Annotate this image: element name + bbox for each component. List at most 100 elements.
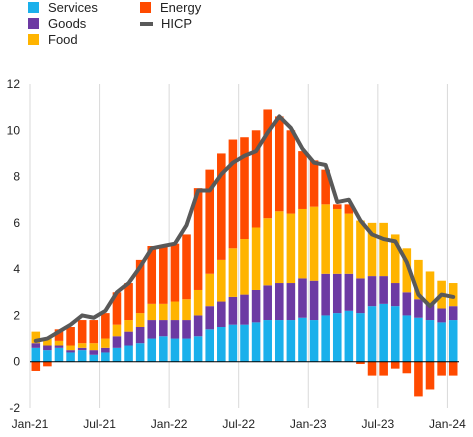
bar-food	[274, 211, 284, 284]
bar-goods	[367, 276, 377, 307]
legend-label-energy: Energy	[160, 0, 202, 15]
bar-goods	[182, 320, 191, 339]
bar-goods	[321, 273, 330, 316]
y-tick-label: 0	[13, 355, 20, 369]
bar-services	[448, 320, 458, 362]
legend-item-energy: Energy	[140, 0, 201, 15]
bar-food	[205, 273, 215, 307]
bar-goods	[205, 306, 215, 330]
bar-food	[43, 338, 52, 346]
bar-services	[344, 310, 354, 362]
bar-services	[170, 338, 180, 362]
bar-services	[217, 327, 226, 362]
bar-energy	[89, 320, 99, 344]
bar-energy	[298, 151, 307, 209]
bar-goods	[437, 308, 446, 323]
bar-energy	[77, 320, 87, 344]
bar-goods	[31, 343, 41, 348]
legend-label-goods: Goods	[48, 16, 87, 31]
bar-services	[286, 320, 296, 362]
bar-services	[159, 336, 168, 362]
bar-energy	[367, 361, 377, 376]
bar-goods	[332, 273, 342, 314]
bar-food	[251, 227, 261, 290]
y-tick-label: 8	[13, 170, 20, 184]
bar-food	[147, 303, 157, 321]
bar-food	[170, 301, 180, 321]
bar-goods	[414, 299, 423, 318]
bar-energy	[112, 292, 122, 325]
bar-goods	[309, 280, 319, 321]
bar-energy	[228, 139, 238, 249]
bar-services	[263, 320, 272, 362]
legend-item-hicp: HICP	[140, 16, 192, 31]
bar-goods	[193, 315, 203, 337]
bar-services	[31, 347, 41, 362]
bar-energy	[263, 109, 272, 219]
bar-goods	[228, 296, 238, 325]
bar-food	[390, 234, 400, 284]
bar-energy	[379, 361, 388, 376]
bar-food	[344, 213, 354, 274]
bar-services	[77, 350, 87, 362]
bar-energy	[147, 246, 157, 304]
bar-food	[286, 213, 296, 284]
bar-goods	[251, 289, 261, 323]
bar-goods	[112, 336, 122, 348]
hicp-line-layer	[33, 114, 456, 343]
x-tick-label: Jan-24	[429, 417, 466, 431]
bar-food	[309, 206, 319, 281]
legend-item-food: Food	[28, 32, 78, 47]
bar-food	[135, 313, 145, 327]
bar-energy	[31, 361, 41, 371]
bar-energy	[274, 116, 284, 212]
bar-energy	[332, 204, 342, 209]
bar-goods	[379, 276, 388, 304]
bar-services	[437, 322, 446, 362]
bar-services	[298, 317, 307, 362]
bar-food	[332, 208, 342, 274]
bar-energy	[321, 169, 330, 205]
bar-goods	[240, 294, 249, 325]
bar-services	[321, 315, 330, 362]
legend-item-services: Services	[28, 0, 98, 15]
bar-energy	[217, 153, 226, 260]
bar-energy	[425, 361, 435, 390]
bar-energy	[390, 361, 400, 369]
bar-food	[193, 289, 203, 316]
bar-goods	[344, 273, 354, 311]
legend-item-goods: Goods	[28, 16, 86, 31]
bar-goods	[147, 320, 157, 339]
bar-energy	[170, 243, 180, 302]
bar-food	[425, 271, 435, 304]
bar-food	[66, 345, 75, 351]
bar-goods	[135, 327, 145, 344]
y-tick-label: 12	[7, 77, 21, 91]
bar-food	[298, 208, 307, 279]
bar-food	[356, 220, 365, 279]
x-axis: Jan-21 Jul-21 Jan-22 Jul-22 Jan-23 Jul-23 Jan-…	[12, 417, 466, 431]
bar-food	[54, 340, 64, 346]
y-tick-label: 10	[7, 123, 21, 137]
bar-energy	[251, 130, 261, 228]
bar-energy	[193, 188, 203, 290]
y-tick-label: -2	[9, 401, 20, 415]
bar-food	[159, 303, 168, 321]
bar-food	[182, 299, 191, 321]
bar-services	[402, 315, 412, 362]
legend-swatch-food	[28, 34, 39, 45]
bar-services	[425, 320, 435, 362]
x-tick-label: Jul-22	[222, 417, 255, 431]
bar-goods	[286, 283, 296, 321]
bar-goods	[425, 303, 435, 321]
legend: Services Goods Food Energy HICP	[28, 0, 268, 50]
bar-energy	[286, 130, 296, 214]
bar-food	[402, 248, 412, 293]
bar-energy	[182, 234, 191, 300]
bar-services	[101, 352, 110, 362]
bar-food	[124, 320, 133, 332]
bar-food	[263, 218, 272, 286]
bar-services	[54, 347, 64, 362]
x-tick-label: Jul-23	[361, 417, 394, 431]
